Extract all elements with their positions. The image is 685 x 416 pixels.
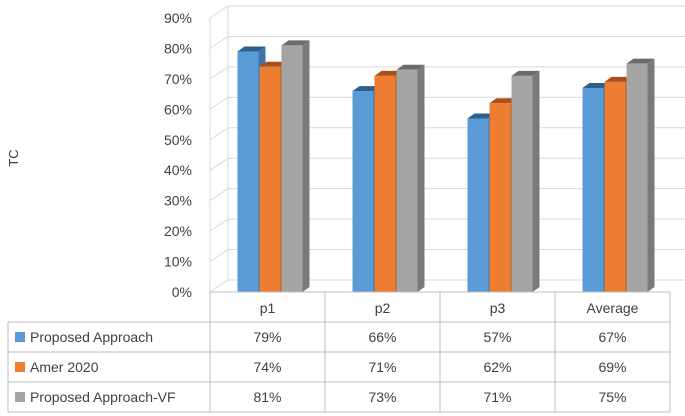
- y-axis-label: TC: [6, 149, 21, 166]
- bar-top: [467, 113, 496, 119]
- y-tick-label-3: 30%: [164, 193, 192, 209]
- bar-front: [467, 118, 489, 292]
- bar-front: [626, 63, 648, 292]
- category-label-0: p1: [260, 300, 276, 316]
- category-label-2: p3: [490, 300, 506, 316]
- bar-side: [302, 40, 310, 293]
- data-label-0-3: 67%: [598, 329, 626, 345]
- bar-front: [374, 75, 396, 292]
- y-tick-label-1: 10%: [164, 254, 192, 270]
- bar-front: [281, 45, 303, 293]
- bar-front: [352, 91, 374, 292]
- bar-side: [417, 64, 425, 292]
- category-label-1: p2: [375, 300, 391, 316]
- bar-top: [352, 86, 381, 92]
- bars: [237, 40, 655, 293]
- y-tick-label-6: 60%: [164, 101, 192, 117]
- bar-Average-3: [626, 58, 655, 292]
- bar-p1-3: [281, 40, 310, 293]
- bar-front: [237, 51, 259, 292]
- bar-side: [647, 58, 655, 292]
- data-label-1-2: 62%: [483, 359, 511, 375]
- y-tick-label-2: 20%: [164, 223, 192, 239]
- bar-front: [489, 103, 511, 292]
- y-tick-label-8: 80%: [164, 40, 192, 56]
- y-tick-label-5: 50%: [164, 132, 192, 148]
- y-tick-label-7: 70%: [164, 71, 192, 87]
- bar-front: [259, 66, 281, 292]
- bar-top: [259, 61, 288, 67]
- data-table: p1 p2 p3 Average Proposed Approach 79% 66% 57% 6…: [7, 291, 671, 413]
- data-label-0-2: 57%: [483, 329, 511, 345]
- bar-p3-3: [511, 70, 540, 292]
- data-label-1-1: 71%: [368, 359, 396, 375]
- bar-front: [396, 69, 418, 292]
- y-tick-label-9: 90%: [164, 10, 192, 26]
- bar-front: [582, 88, 604, 293]
- y-tick-label-0: 0%: [172, 284, 192, 300]
- y-axis-ticks: 0% 10% 20% 30% 40% 50% 60% 70% 80% 90%: [164, 10, 192, 300]
- bar-top: [511, 70, 540, 76]
- bar-p2-3: [396, 64, 425, 292]
- gridlines: [209, 5, 685, 293]
- data-label-2-1: 73%: [368, 389, 396, 405]
- legend-label-1: Amer 2020: [30, 359, 99, 375]
- bar-top: [582, 83, 611, 89]
- legend-swatch-0: [15, 332, 25, 342]
- legend-label-2: Proposed Approach-VF: [30, 389, 176, 405]
- bar-front: [604, 81, 626, 292]
- legend-swatch-2: [15, 392, 25, 402]
- bar-top: [281, 40, 310, 46]
- bar-top: [374, 70, 403, 76]
- gridline-8: [209, 35, 685, 49]
- data-label-0-1: 66%: [368, 329, 396, 345]
- category-label-3: Average: [587, 300, 639, 316]
- bar-side: [532, 70, 540, 292]
- bar-top: [604, 76, 633, 82]
- data-label-1-0: 74%: [253, 359, 281, 375]
- data-label-0-0: 79%: [253, 329, 281, 345]
- bar-top: [489, 98, 518, 104]
- data-label-2-2: 71%: [483, 389, 511, 405]
- data-label-2-3: 75%: [598, 389, 626, 405]
- data-label-1-3: 69%: [598, 359, 626, 375]
- bar-top: [396, 64, 425, 70]
- data-label-2-0: 81%: [253, 389, 281, 405]
- bar-front: [511, 75, 533, 292]
- bar-top: [626, 58, 655, 64]
- legend-swatch-1: [15, 362, 25, 372]
- y-tick-label-4: 40%: [164, 162, 192, 178]
- bar-top: [237, 46, 266, 52]
- legend-label-0: Proposed Approach: [30, 329, 153, 345]
- gridline-9: [209, 5, 685, 19]
